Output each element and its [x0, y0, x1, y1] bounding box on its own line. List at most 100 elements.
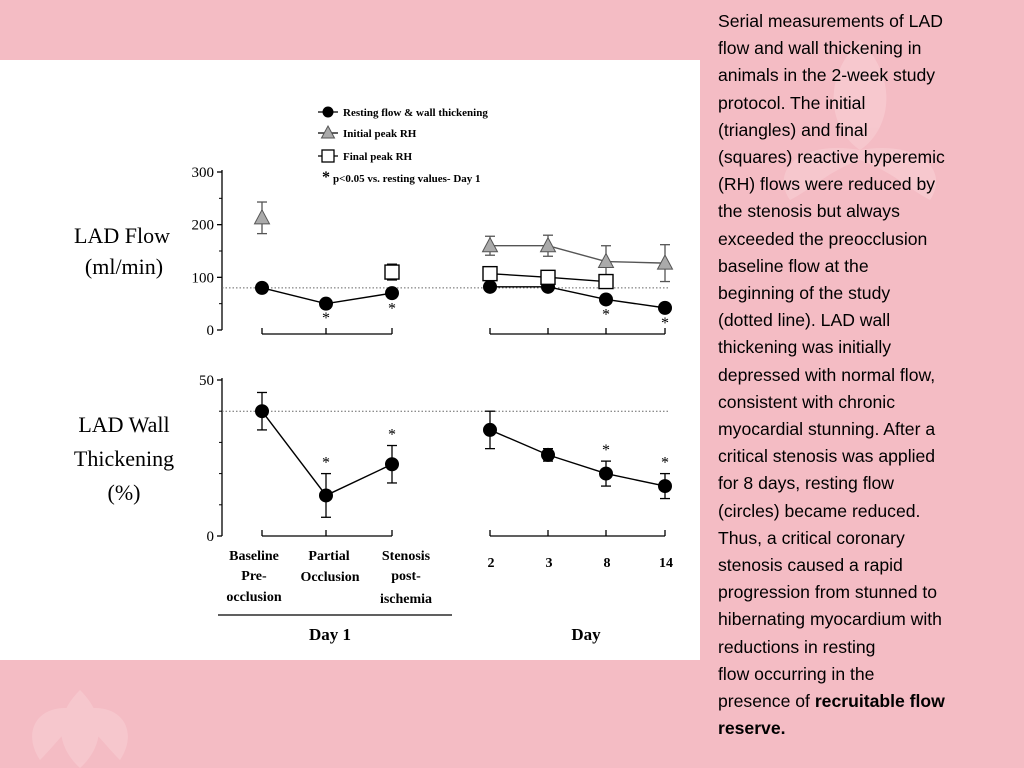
- caption-line: reductions in resting: [718, 636, 876, 657]
- wall-ylabel-line3: (%): [108, 480, 141, 505]
- xlabel-day-8: 8: [604, 556, 611, 571]
- flow-panel: LAD Flow (ml/min) 300 200 100 0 * * * *: [74, 165, 674, 339]
- wall-marks: * * * *: [222, 391, 672, 537]
- data-point-square: [384, 264, 400, 280]
- wall-ylabel-line1: LAD Wall: [78, 412, 169, 437]
- data-point-triangle: [539, 236, 557, 253]
- significance-star: *: [661, 315, 669, 332]
- xlabel-stenosis-3: ischemia: [380, 592, 432, 607]
- group-label-day: Day: [571, 625, 601, 644]
- legend-sig-text: p<0.05 vs. resting values- Day 1: [333, 173, 481, 185]
- data-point-circle: [658, 479, 672, 494]
- data-point-circle: [385, 457, 399, 472]
- significance-star: *: [661, 455, 669, 472]
- xlabel-partial-1: Partial: [308, 549, 349, 564]
- significance-star: *: [388, 427, 396, 444]
- data-point-circle: [255, 280, 269, 295]
- data-point-circle: [541, 447, 555, 462]
- flow-marks: * * * *: [222, 201, 674, 335]
- wall-ylabel-line2: Thickening: [74, 446, 174, 471]
- caption-line: the stenosis but always: [718, 201, 900, 222]
- caption-line: (squares) reactive hyperemic: [718, 147, 945, 168]
- caption-plain: presence of: [718, 691, 815, 712]
- caption-line: depressed with normal flow,: [718, 364, 936, 385]
- caption-line: (triangles) and final: [718, 119, 868, 140]
- legend-circle-marker: [322, 106, 334, 118]
- y-tick-label: 0: [207, 323, 215, 339]
- series-line-circle: [261, 410, 393, 497]
- caption-line: hibernating myocardium with: [718, 609, 942, 630]
- y-tick-label: 100: [192, 270, 215, 286]
- caption-line: stenosis caused a rapid: [718, 555, 903, 576]
- caption-bold-final: reserve.: [718, 718, 786, 739]
- legend: Resting flow & wall thickening Initial p…: [318, 106, 488, 186]
- caption-line: thickening was initially: [718, 337, 892, 358]
- data-point-triangle: [253, 208, 271, 225]
- caption-line: (circles) became reduced.: [718, 500, 921, 521]
- significance-star: *: [322, 310, 330, 327]
- significance-star: *: [322, 455, 330, 472]
- data-point-circle: [319, 296, 333, 311]
- data-point-circle: [658, 300, 672, 315]
- xlabel-baseline-2: Pre-: [241, 569, 267, 584]
- series-line-triangle: [490, 245, 666, 264]
- caption-line: presence of recruitable flow: [718, 688, 1018, 715]
- caption-line: flow and wall thickening in: [718, 38, 922, 59]
- series-line-circle: [490, 286, 666, 309]
- flow-ylabel-line2: (ml/min): [85, 254, 163, 279]
- caption-line: consistent with chronic: [718, 391, 895, 412]
- data-point-triangle: [481, 236, 499, 253]
- caption-line: beginning of the study: [718, 283, 891, 304]
- legend-resting-label: Resting flow & wall thickening: [343, 107, 488, 119]
- series-line-circle: [489, 429, 666, 487]
- caption-line: for 8 days, resting flow: [718, 473, 895, 494]
- y-tick-label: 300: [192, 165, 215, 181]
- data-point-square: [540, 269, 556, 286]
- significance-star: *: [602, 442, 610, 459]
- data-point-circle: [319, 488, 333, 503]
- group-label-day1: Day 1: [309, 625, 351, 644]
- significance-star: *: [388, 300, 396, 317]
- caption-line: flow occurring in the: [718, 663, 875, 684]
- xlabel-stenosis-1: Stenosis: [382, 549, 431, 564]
- flow-y-axis: 300 200 100 0: [192, 165, 223, 339]
- data-point-circle: [255, 404, 269, 419]
- data-point-triangle: [656, 254, 674, 270]
- data-point-circle: [483, 279, 497, 294]
- caption-line: (RH) flows were reduced by: [718, 174, 936, 195]
- data-point-circle: [385, 286, 399, 301]
- caption-line: animals in the 2-week study: [718, 65, 936, 86]
- data-point-circle: [599, 466, 613, 481]
- caption-line: baseline flow at the: [718, 255, 869, 276]
- data-point-square: [482, 265, 498, 282]
- xlabel-day-3: 3: [546, 556, 553, 571]
- significance-star: *: [602, 307, 610, 324]
- xlabel-stenosis-2: post-: [391, 569, 421, 584]
- x-labels: Baseline Pre- occlusion Partial Occlusio…: [218, 549, 673, 644]
- caption-line: exceeded the preocclusion: [718, 228, 928, 249]
- data-point-triangle: [597, 252, 615, 269]
- legend-initial-label: Initial peak RH: [343, 128, 417, 140]
- xlabel-baseline-1: Baseline: [229, 549, 279, 564]
- wall-y-axis: 50 0: [199, 373, 223, 545]
- caption-bold: recruitable flow: [814, 691, 945, 712]
- data-point-circle: [599, 292, 613, 307]
- legend-triangle-marker: [320, 124, 336, 139]
- caption-line: myocardial stunning. After a: [718, 419, 936, 440]
- figure-panel: Resting flow & wall thickening Initial p…: [0, 60, 700, 660]
- y-tick-label: 200: [192, 218, 215, 234]
- xlabel-baseline-3: occlusion: [226, 590, 281, 605]
- caption-line: critical stenosis was applied: [718, 446, 936, 467]
- y-tick-label: 50: [199, 373, 214, 389]
- data-point-circle: [483, 422, 497, 437]
- xlabel-partial-2: Occlusion: [300, 570, 359, 585]
- legend-sig-star: *: [322, 169, 330, 186]
- flow-ylabel-line1: LAD Flow: [74, 223, 170, 248]
- data-point-square: [598, 273, 614, 290]
- caption-text: Serial measurements of LAD flow and wall …: [718, 8, 1018, 742]
- xlabel-day-14: 14: [659, 556, 673, 571]
- y-tick-label: 0: [207, 529, 215, 545]
- caption-line: Thus, a critical coronary: [718, 527, 905, 548]
- legend-square-marker: [321, 149, 335, 163]
